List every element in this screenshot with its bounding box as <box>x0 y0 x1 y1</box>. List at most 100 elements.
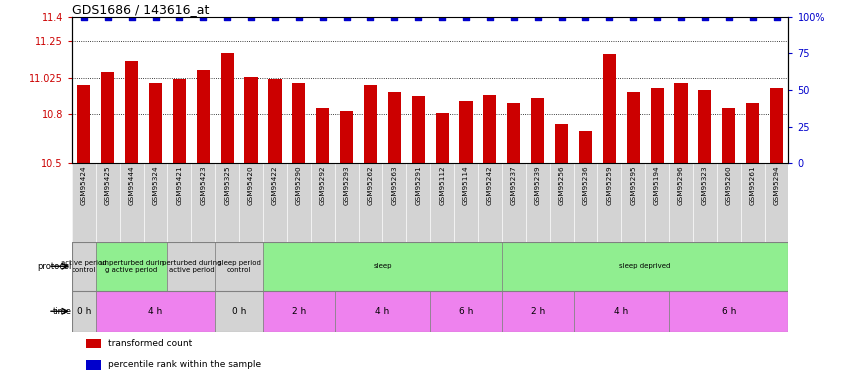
Text: GSM95239: GSM95239 <box>535 165 541 205</box>
Bar <box>770 88 783 163</box>
Text: GSM95291: GSM95291 <box>415 165 421 205</box>
Text: GSM95237: GSM95237 <box>511 165 517 205</box>
Point <box>292 14 305 20</box>
Point <box>364 14 377 20</box>
Point <box>173 14 186 20</box>
Text: GSM95114: GSM95114 <box>463 165 469 205</box>
Bar <box>430 291 502 332</box>
Bar <box>436 113 448 163</box>
Bar <box>72 242 96 291</box>
Bar <box>579 130 592 163</box>
Text: 2 h: 2 h <box>530 307 545 316</box>
Bar <box>574 291 669 332</box>
Text: GSM95262: GSM95262 <box>367 165 373 205</box>
Text: GSM95256: GSM95256 <box>558 165 564 205</box>
Point <box>626 14 640 20</box>
Text: GSM95263: GSM95263 <box>392 165 398 205</box>
Text: transformed count: transformed count <box>107 339 192 348</box>
Text: protocol: protocol <box>37 262 72 271</box>
Bar <box>669 291 788 332</box>
Bar <box>86 360 101 370</box>
Bar <box>502 242 788 291</box>
Bar <box>72 291 96 332</box>
Text: GSM95444: GSM95444 <box>129 165 135 205</box>
Point <box>149 14 162 20</box>
Bar <box>316 108 329 163</box>
Bar <box>459 101 473 163</box>
Text: time: time <box>53 307 72 316</box>
Text: active period
control: active period control <box>61 260 107 273</box>
Bar <box>602 54 616 163</box>
Text: 0 h: 0 h <box>77 307 91 316</box>
Bar <box>125 61 138 163</box>
Text: GSM95423: GSM95423 <box>201 165 206 205</box>
Text: GSM95260: GSM95260 <box>726 165 732 205</box>
Point <box>77 14 91 20</box>
Point <box>411 14 425 20</box>
Text: GSM95236: GSM95236 <box>582 165 589 205</box>
Bar <box>674 84 688 163</box>
Text: GSM95292: GSM95292 <box>320 165 326 205</box>
Text: GSM95421: GSM95421 <box>177 165 183 205</box>
Bar <box>746 103 759 163</box>
Bar <box>340 111 353 163</box>
Text: GSM95194: GSM95194 <box>654 165 660 205</box>
Bar <box>96 242 168 291</box>
Text: 4 h: 4 h <box>148 307 162 316</box>
Point <box>316 14 329 20</box>
Point <box>459 14 473 20</box>
Text: GDS1686 / 143616_at: GDS1686 / 143616_at <box>72 3 209 16</box>
Bar <box>483 95 497 163</box>
Text: GSM95259: GSM95259 <box>607 165 613 205</box>
Bar <box>215 242 263 291</box>
Bar <box>508 103 520 163</box>
Text: GSM95112: GSM95112 <box>439 165 445 205</box>
Bar <box>102 72 114 163</box>
Bar <box>197 70 210 163</box>
Text: sleep deprived: sleep deprived <box>619 263 671 269</box>
Text: GSM95294: GSM95294 <box>773 165 779 205</box>
Text: 4 h: 4 h <box>614 307 629 316</box>
Point <box>244 14 258 20</box>
Text: 2 h: 2 h <box>292 307 306 316</box>
Text: 6 h: 6 h <box>722 307 736 316</box>
Text: GSM95261: GSM95261 <box>750 165 755 205</box>
Text: GSM95295: GSM95295 <box>630 165 636 205</box>
Text: percentile rank within the sample: percentile rank within the sample <box>107 360 261 369</box>
Bar <box>263 291 335 332</box>
Bar <box>77 85 91 163</box>
Point <box>436 14 449 20</box>
Text: 6 h: 6 h <box>459 307 473 316</box>
Bar <box>335 291 430 332</box>
Bar <box>221 53 233 163</box>
Bar <box>387 92 401 163</box>
Bar <box>173 79 186 163</box>
Point <box>221 14 234 20</box>
Point <box>268 14 282 20</box>
Point <box>531 14 545 20</box>
Text: perturbed during
active period: perturbed during active period <box>162 260 221 273</box>
Point <box>101 14 114 20</box>
Text: GSM95325: GSM95325 <box>224 165 230 205</box>
Bar <box>215 291 263 332</box>
Bar <box>698 90 711 163</box>
Text: GSM95293: GSM95293 <box>343 165 349 205</box>
Bar <box>149 84 162 163</box>
Point <box>196 14 210 20</box>
Point <box>507 14 520 20</box>
Bar <box>364 85 377 163</box>
Bar <box>502 291 574 332</box>
Bar <box>292 84 305 163</box>
Point <box>746 14 760 20</box>
Text: unperturbed durin
g active period: unperturbed durin g active period <box>100 260 163 273</box>
Bar <box>627 92 640 163</box>
Point <box>651 14 664 20</box>
Bar <box>531 98 544 163</box>
Text: GSM95324: GSM95324 <box>152 165 158 205</box>
Bar <box>722 108 735 163</box>
Point <box>340 14 354 20</box>
Bar <box>244 77 258 163</box>
Text: GSM95420: GSM95420 <box>248 165 254 205</box>
Point <box>698 14 711 20</box>
Bar <box>96 291 215 332</box>
